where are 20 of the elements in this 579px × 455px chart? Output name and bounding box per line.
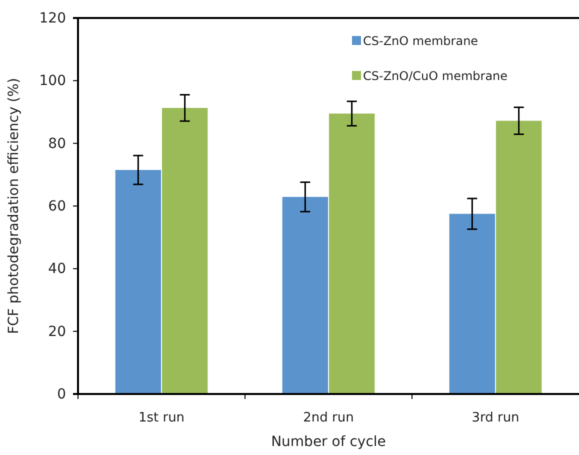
x-tick-label: 3rd run [472,410,520,426]
y-tick-label: 120 [39,10,66,26]
bar [282,196,328,394]
x-tick-label: 1st run [138,410,185,426]
x-axis-title: Number of cycle [271,434,386,450]
bar [115,170,162,394]
bar [496,120,542,394]
y-tick-label: 20 [48,324,66,340]
y-axis-title: FCF photodegradation efficiency (%) [6,78,22,334]
legend-label: CS-ZnO/CuO membrane [363,69,508,83]
y-tick-label: 60 [48,198,66,214]
bar [449,214,496,394]
bar [328,114,375,394]
y-tick-label: 0 [57,386,66,402]
bar [162,108,208,394]
legend-label: CS-ZnO membrane [363,34,478,48]
y-tick-label: 80 [48,136,66,152]
x-tick-label: 2nd run [303,410,354,426]
y-tick-label: 100 [39,73,66,90]
y-tick-label: 40 [48,261,66,278]
